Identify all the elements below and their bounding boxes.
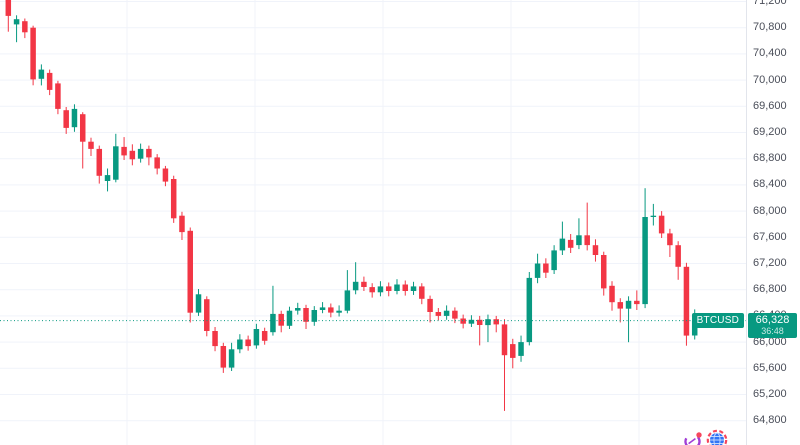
y-axis-tick-label: 69,600 bbox=[753, 99, 787, 112]
y-axis-tick-label: 64,800 bbox=[753, 414, 787, 427]
y-axis-tick-label: 69,200 bbox=[753, 126, 787, 138]
y-axis-tick-label: 66,000 bbox=[753, 335, 787, 348]
chart-plot-area[interactable]: BTCUSD bbox=[0, 0, 746, 445]
y-axis-tick-label: 67,200 bbox=[753, 257, 787, 269]
y-axis-tick-label: 68,400 bbox=[753, 178, 787, 191]
y-axis-tick-label: 70,400 bbox=[753, 47, 787, 60]
bottom-right-widgets bbox=[683, 429, 733, 445]
y-axis-tick-label: 65,200 bbox=[753, 388, 787, 400]
y-axis-tick-label: 68,000 bbox=[753, 204, 787, 217]
y-axis-tick-label: 65,600 bbox=[753, 361, 787, 374]
y-axis-tick-label: 66,800 bbox=[753, 283, 787, 296]
current-price-box: 66,328 36:48 bbox=[748, 312, 797, 338]
y-axis-tick-label: 71,200 bbox=[753, 0, 787, 7]
price-scale[interactable]: 71,200 70,800 70,400 70,000 69,600 69,200 68,8… bbox=[746, 0, 800, 445]
candlestick-chart bbox=[0, 0, 746, 445]
globe-icon[interactable] bbox=[706, 429, 728, 445]
y-axis-tick-label: 68,800 bbox=[753, 152, 787, 165]
symbol-flag-label: BTCUSD bbox=[696, 315, 739, 327]
y-axis-tick-label: 70,800 bbox=[753, 21, 787, 34]
symbol-price-flag: BTCUSD bbox=[691, 313, 744, 329]
gauge-icon[interactable] bbox=[683, 431, 703, 445]
bar-countdown: 36:48 bbox=[761, 325, 784, 336]
y-axis-tick-label: 67,600 bbox=[753, 230, 787, 243]
y-axis-tick-label: 70,000 bbox=[753, 73, 787, 86]
current-price-value: 66,328 bbox=[755, 313, 790, 326]
